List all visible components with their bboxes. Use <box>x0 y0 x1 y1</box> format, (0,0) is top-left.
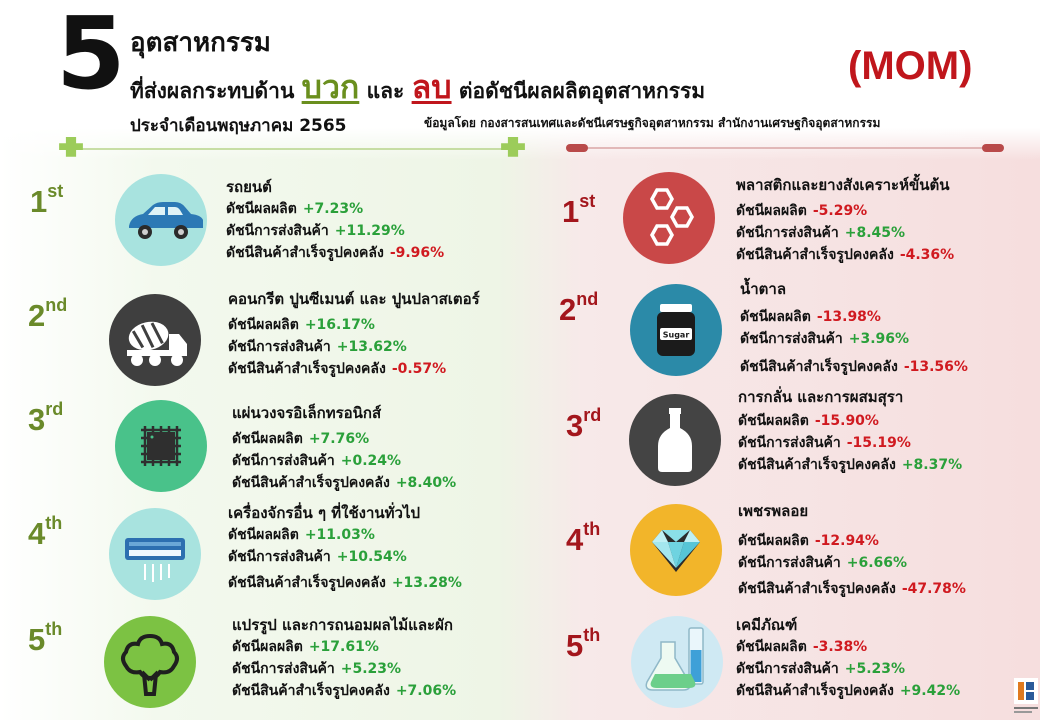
inventory-value: +7.06% <box>395 683 457 699</box>
big-number: 5 <box>56 0 126 112</box>
positive-rank-1: 1st <box>30 181 64 219</box>
production-value: +7.23% <box>302 201 364 217</box>
industry-name: เครื่องจักรอื่น ๆ ที่ใช้งานทั่วไป <box>228 504 421 522</box>
shipment-value: +10.54% <box>336 549 407 565</box>
positive-item-5: แปรรูป และการถนอมผลไม้และผัก ดัชนีผลผลิต… <box>232 616 457 699</box>
diamond-icon <box>630 504 722 596</box>
production-value: -15.90% <box>814 413 879 429</box>
negative-rank-5: 5th <box>566 625 601 663</box>
microchip-icon <box>115 400 207 492</box>
lab-flask-icon <box>631 616 723 708</box>
production-value: +16.17% <box>304 317 375 333</box>
period-label: ประจำเดือนพฤษภาคม 2565 <box>130 116 347 136</box>
negative-word: ลบ <box>411 68 452 106</box>
inventory-value: +8.40% <box>395 475 457 491</box>
negative-item-4: เพชรพลอย ดัชนีผลผลิต -12.94% ดัชนีการส่งส… <box>738 502 966 597</box>
industry-name: แปรรูป และการถนอมผลไม้และผัก <box>232 616 453 634</box>
shipment-value: +5.23% <box>844 661 906 677</box>
production-value: +17.61% <box>308 639 379 655</box>
inventory-value: +9.42% <box>899 683 961 699</box>
inventory-value: -0.57% <box>391 361 447 377</box>
inventory-value: +8.37% <box>901 457 963 473</box>
shipment-value: +13.62% <box>336 339 407 355</box>
negative-item-3: การกลั่น และการผสมสุรา ดัชนีผลผลิต -15.90… <box>738 388 963 473</box>
positive-item-4: เครื่องจักรอื่น ๆ ที่ใช้งานทั่วไป ดัชนีผ… <box>228 504 462 591</box>
inventory-value: -9.96% <box>389 245 445 261</box>
positive-rank-3: 3rd <box>28 399 64 437</box>
air-conditioner-icon <box>109 508 201 600</box>
negative-rank-4: 4th <box>566 519 601 557</box>
title-part-c: ต่อดัชนีผลผลิตอุตสาหกรรม <box>458 79 706 103</box>
production-value: -13.98% <box>816 309 881 325</box>
header-background <box>0 0 1040 160</box>
industry-name: การกลั่น และการผสมสุรา <box>738 388 904 406</box>
inventory-value: -47.78% <box>901 581 966 597</box>
title-line-2: ที่ส่งผลกระทบด้าน บวก และ ลบ ต่อดัชนีผลผ… <box>130 62 705 113</box>
positive-item-3: แผ่นวงจรอิเล็กทรอนิกส์ ดัชนีผลผลิต +7.76%… <box>232 404 457 491</box>
positive-rank-2: 2nd <box>28 295 68 333</box>
sugar-jar-icon: Sugar <box>630 284 722 376</box>
shipment-value: +3.96% <box>848 331 910 347</box>
positive-rank-4: 4th <box>28 513 63 551</box>
negative-item-2: น้ำตาล ดัชนีผลผลิต -13.98% ดัชนีการส่งสิน… <box>740 280 968 375</box>
source-note: ข้อมูลโดย กองสารสนเทศและดัชนีเศรษฐกิจอุต… <box>424 116 881 130</box>
shipment-value: +8.45% <box>844 225 906 241</box>
inventory-value: -4.36% <box>899 247 955 263</box>
title-part-b: และ <box>366 79 405 103</box>
shipment-value: +0.24% <box>340 453 402 469</box>
industry-name: รถยนต์ <box>226 178 272 196</box>
positive-item-2: คอนกรีต ปูนซีเมนต์ และ ปูนปลาสเตอร์ ดัชน… <box>228 290 480 377</box>
green-divider-ornament <box>59 137 525 157</box>
cement-truck-icon <box>109 294 201 386</box>
industry-name: พลาสติกและยางสังเคราะห์ขั้นต้น <box>736 176 950 194</box>
red-divider-ornament <box>566 144 1004 152</box>
sugar-label: Sugar <box>663 331 690 340</box>
industry-name: แผ่นวงจรอิเล็กทรอนิกส์ <box>232 404 382 422</box>
positive-item-1: รถยนต์ ดัชนีผลผลิต +7.23% ดัชนีการส่งสินค… <box>226 178 445 261</box>
production-value: -3.38% <box>812 639 868 655</box>
shipment-value: +6.66% <box>846 555 908 571</box>
shipment-value: +5.23% <box>340 661 402 677</box>
title-line-1: อุตสาหกรรม <box>130 28 271 58</box>
positive-rank-5: 5th <box>28 619 63 657</box>
mom-label: (MOM) <box>848 44 973 88</box>
production-value: -5.29% <box>812 203 868 219</box>
bottle-icon <box>629 394 721 486</box>
industry-name: น้ำตาล <box>740 280 787 298</box>
industry-name: คอนกรีต ปูนซีเมนต์ และ ปูนปลาสเตอร์ <box>228 290 480 308</box>
title-part-a: ที่ส่งผลกระทบด้าน <box>130 79 295 103</box>
negative-rank-2: 2nd <box>559 289 599 327</box>
negative-item-5: เคมีภัณฑ์ ดัชนีผลผลิต -3.38% ดัชนีการส่งส… <box>736 616 961 699</box>
production-value: +11.03% <box>304 527 375 543</box>
tree-icon <box>104 616 196 708</box>
shipment-value: -15.19% <box>846 435 911 451</box>
inventory-value: -13.56% <box>903 359 968 375</box>
shipment-value: +11.29% <box>334 223 405 239</box>
production-value: -12.94% <box>814 533 879 549</box>
production-value: +7.76% <box>308 431 370 447</box>
industry-name: เพชรพลอย <box>738 502 809 520</box>
positive-word: บวก <box>301 68 360 106</box>
hexagon-molecule-icon <box>623 172 715 264</box>
negative-rank-1: 1st <box>562 191 596 229</box>
car-icon <box>115 174 207 266</box>
negative-rank-3: 3rd <box>566 405 602 443</box>
industry-name: เคมีภัณฑ์ <box>736 616 798 634</box>
inventory-value: +13.28% <box>391 575 462 591</box>
negative-item-1: พลาสติกและยางสังเคราะห์ขั้นต้น ดัชนีผลผล… <box>736 176 955 263</box>
office-logo <box>1014 678 1038 713</box>
